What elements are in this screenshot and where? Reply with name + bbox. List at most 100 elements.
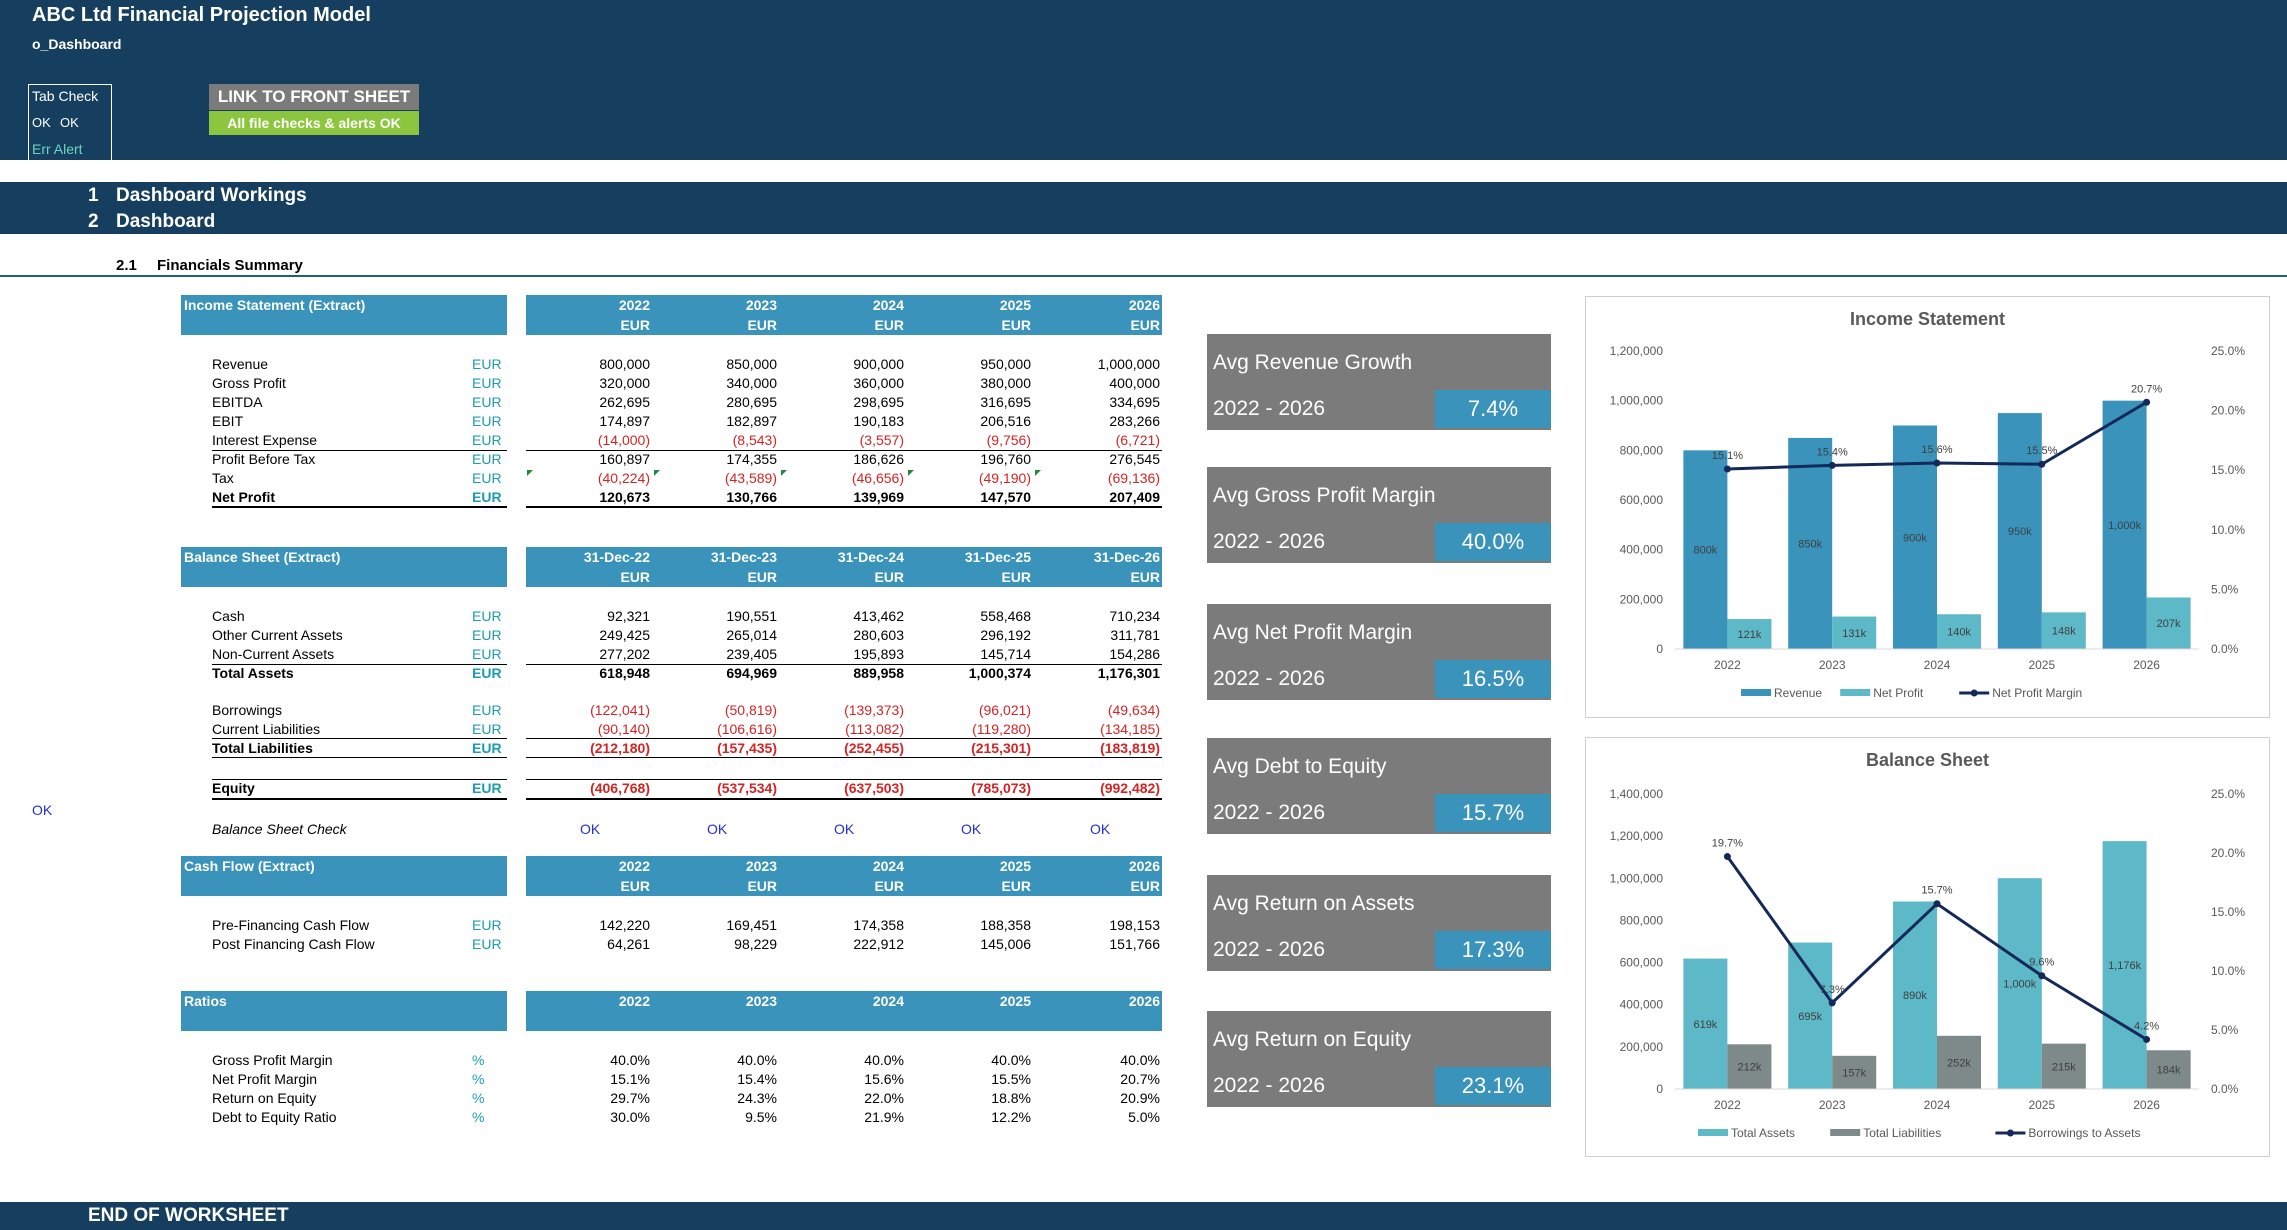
balance-sheet-title: Balance Sheet (Extract) bbox=[184, 549, 341, 565]
ratios-cell: 15.6% bbox=[864, 1071, 904, 1087]
section-1-label[interactable]: Dashboard Workings bbox=[116, 185, 307, 206]
line-data-label: 20.7% bbox=[2131, 383, 2162, 395]
kpi-value: 16.5% bbox=[1461, 666, 1525, 691]
cash-flow-column-header: 2026 bbox=[1128, 858, 1160, 874]
bar-revenue bbox=[1997, 413, 2042, 649]
income-cell: (43,589) bbox=[724, 470, 777, 486]
cash-flow-column-header: 2022 bbox=[618, 858, 650, 874]
subsection-label: Financials Summary bbox=[157, 257, 303, 274]
balance-cell: 889,958 bbox=[853, 665, 904, 681]
bar-data-label: 184k bbox=[2157, 1065, 2181, 1077]
section-2-label[interactable]: Dashboard bbox=[116, 211, 216, 232]
income-statement-column-unit: EUR bbox=[620, 317, 650, 333]
balance-row-unit: EUR bbox=[472, 627, 502, 643]
line-point bbox=[2143, 398, 2151, 406]
balance-cell: 280,603 bbox=[853, 627, 904, 643]
category-label: 2023 bbox=[1819, 1098, 1846, 1112]
ratios-cell: 22.0% bbox=[864, 1090, 904, 1106]
ratios-row-unit: % bbox=[472, 1090, 485, 1106]
balance-check-ok: OK bbox=[961, 821, 982, 837]
income-row-unit: EUR bbox=[472, 375, 502, 391]
category-label: 2024 bbox=[1924, 658, 1951, 672]
balance-sheet-column-unit: EUR bbox=[1001, 569, 1031, 585]
balance-cell: 239,405 bbox=[726, 646, 777, 662]
income-row-label: EBIT bbox=[212, 413, 244, 429]
income-cell: (49,190) bbox=[978, 470, 1031, 486]
kpi-value: 17.3% bbox=[1461, 937, 1525, 962]
cashflow-cell: 198,153 bbox=[1109, 917, 1160, 933]
balance-cell: (637,503) bbox=[844, 780, 904, 796]
income-row-label: Profit Before Tax bbox=[212, 451, 316, 467]
legend-label: Net Profit Margin bbox=[1992, 686, 2082, 700]
cashflow-row-unit: EUR bbox=[472, 936, 502, 952]
balance-row-unit: EUR bbox=[472, 780, 502, 796]
cash-flow-header-bar bbox=[526, 856, 1162, 896]
income-statement-total-rule bbox=[212, 506, 507, 508]
bar-total-liabilities bbox=[2146, 1050, 2191, 1089]
chart-title: Balance Sheet bbox=[1866, 750, 1989, 770]
income-cell: 316,695 bbox=[980, 394, 1031, 410]
balance-check-ok: OK bbox=[580, 821, 601, 837]
cashflow-row-label: Post Financing Cash Flow bbox=[212, 936, 375, 952]
ratios-row-unit: % bbox=[472, 1052, 485, 1068]
right-axis-tick-label: 20.0% bbox=[2211, 846, 2245, 860]
balance-sheet-rule bbox=[212, 798, 507, 800]
bar-net-profit bbox=[1832, 616, 1877, 649]
income-cell: 280,695 bbox=[726, 394, 777, 410]
bar-total-liabilities bbox=[2041, 1043, 2086, 1089]
income-cell: 380,000 bbox=[980, 375, 1031, 391]
ratios-cell: 20.9% bbox=[1120, 1090, 1160, 1106]
income-cell: (6,721) bbox=[1115, 432, 1160, 448]
balance-cell: 190,551 bbox=[726, 608, 777, 624]
income-cell: 160,897 bbox=[599, 451, 650, 467]
balance-cell: (122,041) bbox=[590, 702, 650, 718]
line-data-label: 15.6% bbox=[1921, 444, 1952, 456]
ratios-header-bar bbox=[526, 991, 1162, 1031]
legend-marker bbox=[1970, 689, 1978, 697]
cash-flow-column-unit: EUR bbox=[1130, 878, 1160, 894]
tab-check-title: Tab Check bbox=[32, 88, 99, 104]
income-cell: 139,969 bbox=[853, 489, 904, 505]
income-cell: 340,000 bbox=[726, 375, 777, 391]
income-cell: (40,224) bbox=[597, 470, 650, 486]
subsection-rule bbox=[0, 275, 2287, 277]
cashflow-cell: 169,451 bbox=[726, 917, 777, 933]
bar-data-label: 800k bbox=[1693, 545, 1717, 557]
balance-cell: 195,893 bbox=[853, 646, 904, 662]
income-statement-rule bbox=[212, 450, 507, 451]
balance-row-label: Non-Current Assets bbox=[212, 646, 335, 662]
balance-row-unit: EUR bbox=[472, 740, 502, 756]
income-row-unit: EUR bbox=[472, 432, 502, 448]
ratios-row-label: Return on Equity bbox=[212, 1090, 317, 1106]
income-cell: 174,355 bbox=[726, 451, 777, 467]
left-axis-tick-label: 800,000 bbox=[1620, 443, 1664, 457]
balance-cell: 694,969 bbox=[726, 665, 777, 681]
chart-title: Income Statement bbox=[1850, 309, 2005, 329]
balance-row-label: Other Current Assets bbox=[212, 627, 343, 643]
ratios-cell: 9.5% bbox=[745, 1109, 777, 1125]
ratios-title: Ratios bbox=[184, 993, 227, 1009]
link-to-front-sheet-button[interactable]: LINK TO FRONT SHEET bbox=[209, 84, 419, 110]
line-data-label: 9.6% bbox=[2029, 957, 2054, 969]
left-axis-tick-label: 1,000,000 bbox=[1610, 394, 1664, 408]
income-statement-title: Income Statement (Extract) bbox=[184, 297, 366, 313]
left-axis-tick-label: 600,000 bbox=[1620, 493, 1664, 507]
ratios-cell: 21.9% bbox=[864, 1109, 904, 1125]
page-title: ABC Ltd Financial Projection Model bbox=[32, 4, 371, 26]
left-axis-tick-label: 200,000 bbox=[1620, 592, 1664, 606]
bar-data-label: 252k bbox=[1947, 1057, 1971, 1069]
footer-band bbox=[0, 1202, 2287, 1230]
tab-check-ok-2: OK bbox=[60, 115, 79, 130]
balance-cell: (139,373) bbox=[844, 702, 904, 718]
line-point bbox=[1828, 461, 1836, 469]
right-axis-tick-label: 15.0% bbox=[2211, 463, 2245, 477]
ratios-cell: 40.0% bbox=[864, 1052, 904, 1068]
bar-data-label: 695k bbox=[1798, 1011, 1822, 1023]
ratios-cell: 15.4% bbox=[737, 1071, 777, 1087]
cash-flow-column-header: 2024 bbox=[872, 858, 904, 874]
line-data-label: 4.2% bbox=[2134, 1020, 2159, 1032]
bar-data-label: 157k bbox=[1842, 1067, 1866, 1079]
kpi-value: 23.1% bbox=[1461, 1073, 1525, 1098]
balance-sheet-column-unit: EUR bbox=[620, 569, 650, 585]
balance-row-label: Equity bbox=[212, 780, 255, 796]
